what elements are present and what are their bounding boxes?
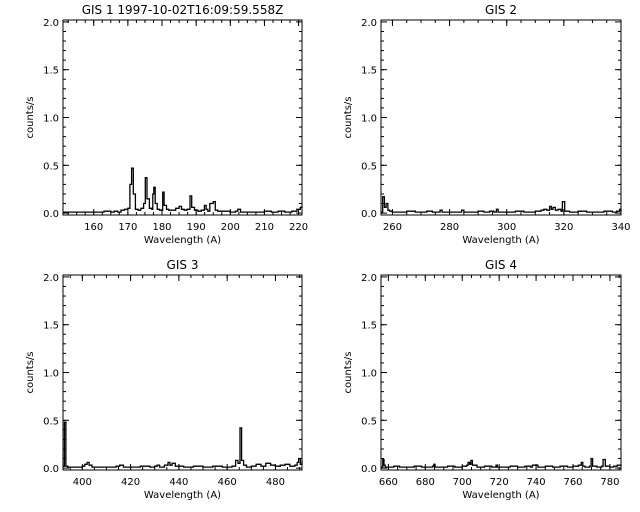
panel-title: GIS 3 [167, 258, 199, 272]
x-tick-label: 700 [453, 477, 472, 488]
y-tick-label: 1.0 [361, 369, 377, 380]
x-tick-label: 480 [266, 477, 285, 488]
x-tick-label: 160 [84, 222, 103, 233]
x-tick-label: 740 [527, 477, 546, 488]
y-tick-label: 0.5 [43, 161, 59, 172]
plot-frame [380, 274, 622, 471]
y-tick-label: 0.0 [361, 209, 377, 220]
x-tick-label: 280 [440, 222, 459, 233]
x-tick-label: 780 [600, 477, 619, 488]
y-axis-title: counts/s [343, 96, 354, 138]
x-axis-title: Wavelength (A) [462, 490, 539, 501]
spectrum-panel-gis-3: 400 420 440 460 480 0.0 0.5 1.0 1.5 2.0 GIS 3 Wavel… [25, 258, 303, 501]
x-tick-label: 190 [187, 222, 206, 233]
y-tick-label: 0.5 [361, 161, 377, 172]
y-tick-label: 0.0 [43, 464, 59, 475]
x-tick-label: 220 [289, 222, 308, 233]
x-axis-title: Wavelength (A) [462, 235, 539, 246]
x-tick-label: 460 [218, 477, 237, 488]
y-tick-label: 0.5 [43, 416, 59, 427]
x-tick-label: 210 [255, 222, 274, 233]
y-tick-label: 0.0 [361, 464, 377, 475]
spectrum-line [381, 196, 622, 213]
y-tick-label: 2.0 [43, 273, 59, 284]
panel-title: GIS 4 [485, 258, 517, 272]
y-axis-title: counts/s [343, 351, 354, 393]
y-tick-label: 2.0 [43, 18, 59, 29]
y-tick-label: 1.0 [43, 114, 59, 125]
x-tick-label: 200 [221, 222, 240, 233]
plot-frame [62, 274, 303, 471]
y-tick-label: 1.0 [43, 369, 59, 380]
x-tick-label: 340 [611, 222, 630, 233]
y-axis-title: counts/s [25, 96, 36, 138]
x-tick-label: 720 [490, 477, 509, 488]
x-tick-label: 180 [152, 222, 171, 233]
spectrum-panel-gis-2: 260 280 300 320 340 0.0 0.5 1.0 1.5 2.0 GIS 2 Wavel… [343, 3, 631, 246]
x-tick-label: 400 [73, 477, 92, 488]
y-tick-label: 1.5 [43, 321, 59, 332]
plot-frame [62, 19, 303, 216]
x-tick-label: 680 [416, 477, 435, 488]
spectrum-line [63, 421, 303, 468]
x-tick-label: 260 [383, 222, 402, 233]
x-tick-label: 660 [379, 477, 398, 488]
y-tick-label: 1.5 [43, 66, 59, 77]
x-tick-label: 170 [118, 222, 137, 233]
x-tick-label: 440 [169, 477, 188, 488]
x-tick-label: 300 [497, 222, 516, 233]
panel-title: GIS 2 [485, 3, 517, 17]
x-tick-label: 320 [554, 222, 573, 233]
y-tick-label: 1.0 [361, 114, 377, 125]
x-axis-title: Wavelength (A) [144, 235, 221, 246]
spectrum-line [381, 457, 622, 468]
spectrum-line [63, 167, 303, 213]
plot-frame [380, 19, 622, 216]
x-axis-title: Wavelength (A) [144, 490, 221, 501]
y-tick-label: 0.0 [43, 209, 59, 220]
y-axis-title: counts/s [25, 351, 36, 393]
x-tick-label: 760 [563, 477, 582, 488]
panel-title: GIS 1 1997-10-02T16:09:59.558Z [82, 3, 284, 17]
y-tick-label: 1.5 [361, 66, 377, 77]
y-tick-label: 1.5 [361, 321, 377, 332]
spectrum-panel-gis-1: 160 170 180 190 200 210 220 0.0 0.5 1.0 1.5 2.0 GIS … [25, 3, 308, 246]
x-tick-label: 420 [121, 477, 140, 488]
y-tick-label: 2.0 [361, 18, 377, 29]
spectrum-panel-gis-4: 660 680 700 720 740 760 780 0.0 0.5 1.0 1.5 2.0 GIS … [343, 258, 622, 501]
y-tick-label: 0.5 [361, 416, 377, 427]
y-tick-label: 2.0 [361, 273, 377, 284]
